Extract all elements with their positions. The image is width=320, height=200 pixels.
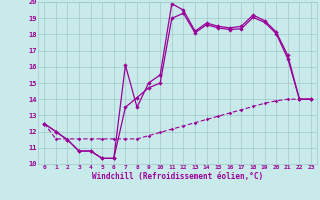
X-axis label: Windchill (Refroidissement éolien,°C): Windchill (Refroidissement éolien,°C) [92,172,263,181]
